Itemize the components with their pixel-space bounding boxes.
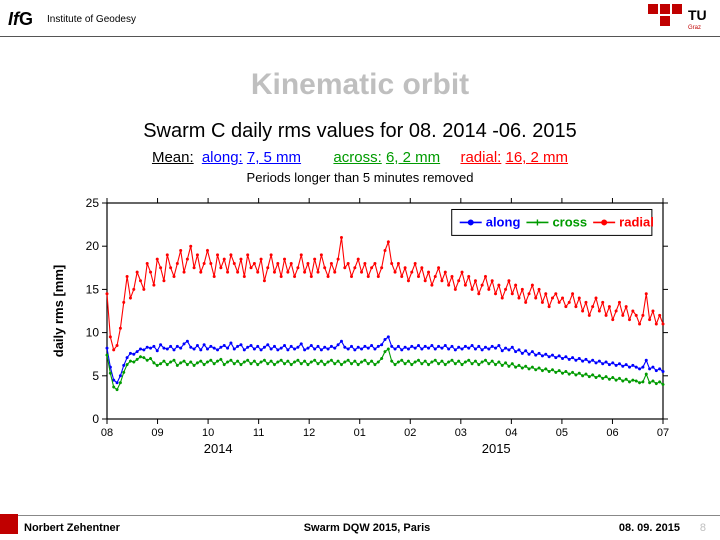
svg-text:04: 04 bbox=[505, 427, 517, 439]
svg-text:along: along bbox=[486, 214, 521, 229]
rms-chart: 0510152025daily rms [mm]0809101112010203… bbox=[45, 191, 675, 469]
svg-text:radial: radial bbox=[619, 214, 654, 229]
svg-text:05: 05 bbox=[556, 427, 568, 439]
radial-label: radial: bbox=[460, 149, 501, 166]
svg-text:03: 03 bbox=[455, 427, 467, 439]
along-value: 7, 5 mm bbox=[247, 149, 301, 166]
svg-text:TU: TU bbox=[688, 7, 707, 23]
slide-header: IfG Institute of Geodesy TU Graz bbox=[0, 0, 720, 38]
slide-subtitle: Swarm C daily rms values for 08. 2014 -0… bbox=[0, 120, 720, 143]
header-divider bbox=[0, 36, 720, 37]
svg-text:2014: 2014 bbox=[204, 441, 233, 456]
footer-page: 8 bbox=[680, 522, 706, 534]
mean-label: Mean: bbox=[152, 149, 194, 166]
svg-text:10: 10 bbox=[86, 326, 100, 340]
footer-red-square bbox=[0, 514, 18, 534]
svg-text:25: 25 bbox=[86, 196, 100, 210]
across-label: across: bbox=[333, 149, 381, 166]
slide-footer: Norbert Zehentner Swarm DQW 2015, Paris … bbox=[0, 514, 720, 536]
across-value: 6, 2 mm bbox=[386, 149, 440, 166]
footer-venue: Swarm DQW 2015, Paris bbox=[214, 522, 520, 534]
svg-text:2015: 2015 bbox=[482, 441, 511, 456]
radial-value: 16, 2 mm bbox=[506, 149, 569, 166]
svg-text:0: 0 bbox=[92, 412, 99, 426]
svg-text:09: 09 bbox=[151, 427, 163, 439]
stats-line: Mean: along: 7, 5 mm across: 6, 2 mm rad… bbox=[0, 149, 720, 166]
svg-text:5: 5 bbox=[92, 369, 99, 383]
slide-title: Kinematic orbit bbox=[0, 68, 720, 102]
along-label: along: bbox=[202, 149, 243, 166]
svg-text:10: 10 bbox=[202, 427, 214, 439]
footer-author: Norbert Zehentner bbox=[24, 522, 214, 534]
periods-note: Periods longer than 5 minutes removed bbox=[0, 170, 720, 185]
svg-text:Graz: Graz bbox=[688, 25, 701, 31]
svg-text:11: 11 bbox=[253, 427, 264, 439]
footer-date: 08. 09. 2015 bbox=[520, 522, 680, 534]
svg-text:12: 12 bbox=[303, 427, 315, 439]
svg-text:20: 20 bbox=[86, 239, 100, 253]
svg-text:15: 15 bbox=[86, 282, 100, 296]
institute-name: Institute of Geodesy bbox=[47, 14, 136, 25]
tu-graz-logo: TU Graz bbox=[648, 4, 710, 37]
ifg-logo: IfG bbox=[8, 9, 33, 30]
svg-text:cross: cross bbox=[552, 214, 587, 229]
svg-text:06: 06 bbox=[606, 427, 618, 439]
svg-text:08: 08 bbox=[101, 427, 113, 439]
svg-text:01: 01 bbox=[354, 427, 366, 439]
svg-text:daily rms [mm]: daily rms [mm] bbox=[51, 265, 66, 357]
svg-text:07: 07 bbox=[657, 427, 669, 439]
svg-text:02: 02 bbox=[404, 427, 416, 439]
